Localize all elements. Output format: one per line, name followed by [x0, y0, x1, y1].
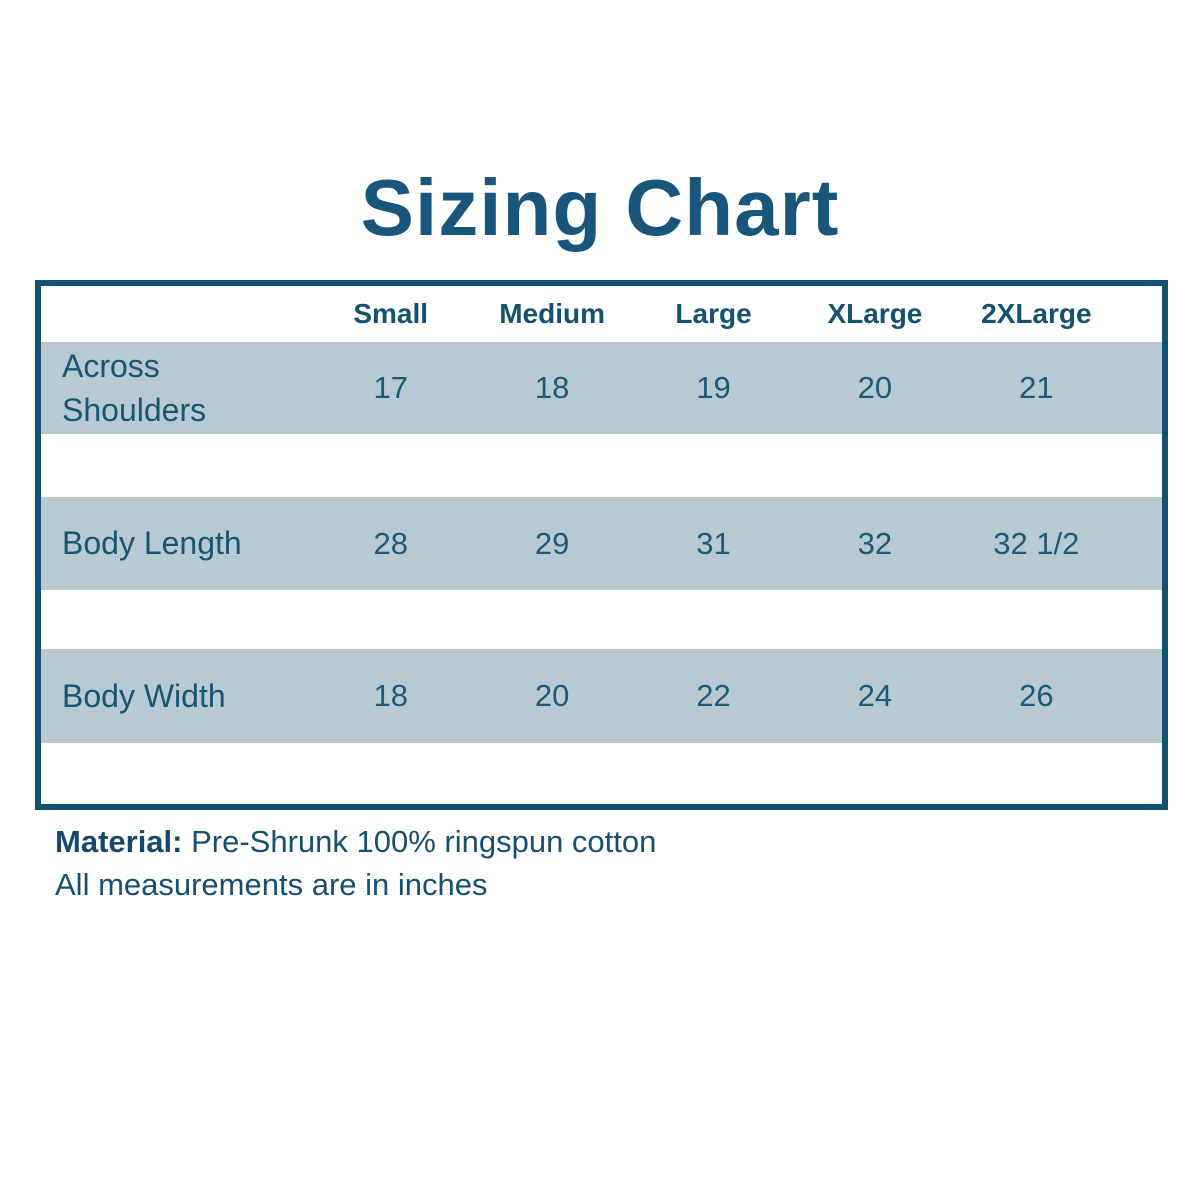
- column-header-large: Large: [675, 298, 752, 329]
- table-bottom-padding: [41, 743, 1162, 804]
- table-row-body-length: Body Length 28 29 31 32 32 1/2: [41, 497, 1162, 590]
- column-header-xlarge: XLarge: [827, 298, 923, 329]
- cell-value: 32: [857, 525, 893, 561]
- cell-value: 18: [373, 678, 408, 713]
- sizing-table: Small Medium Large XLarge 2XLarge Across…: [35, 280, 1168, 810]
- row-gap: [41, 434, 1162, 497]
- material-value: Pre-Shrunk 100% ringspun cotton: [191, 824, 657, 859]
- cell-value: 18: [534, 370, 570, 405]
- column-header-medium: Medium: [499, 298, 605, 329]
- page-title: Sizing Chart: [360, 163, 840, 252]
- row-label: Body Width: [41, 674, 310, 718]
- row-gap: [41, 590, 1162, 649]
- footer-notes: Material: Pre-Shrunk 100% ringspun cotto…: [55, 821, 656, 907]
- cell-value: 22: [696, 678, 731, 713]
- cell-value: 20: [534, 678, 570, 713]
- cell-value: 20: [857, 370, 893, 405]
- row-label-text: Across Shoulders: [62, 347, 207, 428]
- cell-value: 31: [696, 525, 731, 561]
- material-line: Material: Pre-Shrunk 100% ringspun cotto…: [55, 821, 656, 864]
- cell-value: 29: [534, 525, 570, 561]
- cell-value: 19: [696, 370, 731, 405]
- material-label: Material:: [55, 824, 183, 859]
- row-label: Body Length: [41, 521, 310, 565]
- table-header-row: Small Medium Large XLarge 2XLarge: [41, 286, 1162, 342]
- cell-value: 28: [373, 525, 408, 561]
- table-row-body-width: Body Width 18 20 22 24 26: [41, 649, 1162, 743]
- cell-value: 24: [857, 678, 893, 713]
- column-header-small: Small: [353, 298, 429, 329]
- table-row-across-shoulders: Across Shoulders 17 18 19 20 21: [41, 342, 1162, 434]
- row-label-text: Body Width: [62, 677, 226, 714]
- cell-value: 26: [1019, 678, 1054, 713]
- cell-value: 21: [1019, 370, 1054, 405]
- measurements-note: All measurements are in inches: [55, 866, 488, 902]
- cell-value: 32 1/2: [993, 525, 1080, 561]
- row-label-text: Body Length: [62, 525, 242, 562]
- column-header-2xlarge: 2XLarge: [981, 298, 1092, 329]
- cell-value: 17: [373, 370, 408, 405]
- row-label: Across Shoulders: [41, 344, 310, 432]
